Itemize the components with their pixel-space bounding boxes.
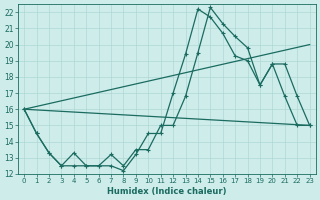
- X-axis label: Humidex (Indice chaleur): Humidex (Indice chaleur): [107, 187, 227, 196]
